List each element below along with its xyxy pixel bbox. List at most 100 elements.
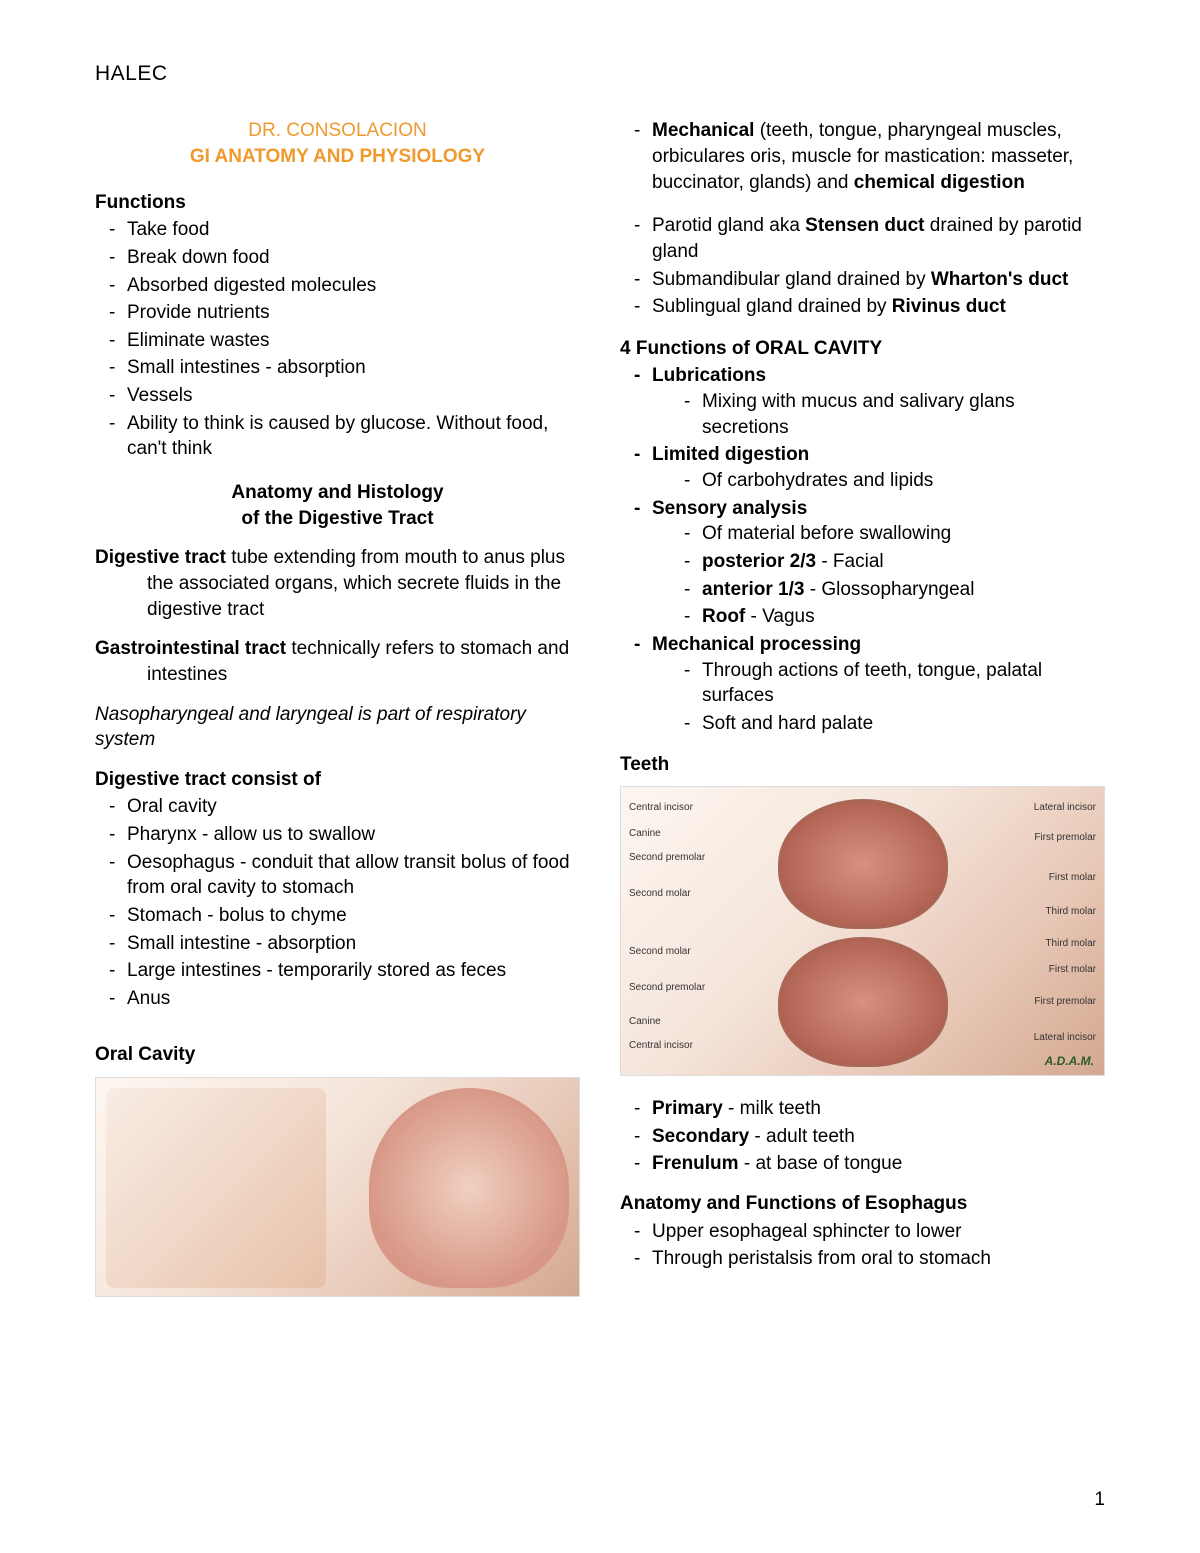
list-item: Oral cavity [113,794,580,820]
list-item: Oesophagus - conduit that allow transit … [113,850,580,901]
mechanical-list: Mechanical (teeth, tongue, pharyngeal mu… [620,118,1105,195]
list-item: Pharynx - allow us to swallow [113,822,580,848]
esophagus-heading: Anatomy and Functions of Esophagus [620,1191,1105,1217]
list-item: Provide nutrients [113,300,580,326]
oral-sagittal-shape [106,1088,326,1288]
page-header-name: HALEC [95,60,1105,88]
teeth-bold: Frenulum [652,1153,739,1174]
list-item: Anus [113,986,580,1012]
teeth-post: - at base of tongue [739,1153,903,1174]
tooth-label: Third molar [1045,905,1096,919]
tooth-label: Second premolar [629,851,705,865]
f3-b1: posterior 2/3 [702,551,816,572]
list-item: Soft and hard palate [688,711,1105,737]
list-item: posterior 2/3 - Facial [688,549,1105,575]
tooth-label: First premolar [1034,995,1096,1009]
teeth-bold: Secondary [652,1126,749,1147]
teeth-diagram: Central incisor Canine Second premolar S… [620,786,1105,1076]
list-item: Mixing with mucus and salivary glans sec… [688,389,1105,440]
list-item: Through actions of teeth, tongue, palata… [688,658,1105,709]
consist-heading: Digestive tract consist of [95,767,580,793]
f3-b1-post: - Facial [816,551,884,572]
f3-b2-post: - Glossopharyngeal [804,579,974,600]
tooth-label: Second molar [629,945,691,959]
list-item: Frenulum - at base of tongue [638,1151,1105,1177]
tooth-label: First premolar [1034,831,1096,845]
tooth-label: Canine [629,1015,661,1029]
gi-tract-def: Gastrointestinal tract technically refer… [95,636,580,687]
two-column-layout: DR. CONSOLACION GI ANATOMY AND PHYSIOLOG… [95,118,1105,1297]
list-item: Through peristalsis from oral to stomach [638,1246,1105,1272]
list-item: Stomach - bolus to chyme [113,903,580,929]
functions-heading: Functions [95,190,580,216]
tooth-label: Second molar [629,887,691,901]
f4-sub: Through actions of teeth, tongue, palata… [670,658,1105,737]
list-item: Mechanical (teeth, tongue, pharyngeal mu… [638,118,1105,195]
teeth-labels: Central incisor Canine Second premolar S… [621,787,1104,1075]
four-functions-heading: 4 Functions of ORAL CAVITY [620,336,1105,362]
f3-b3: Roof [702,606,745,627]
anatomy-heading: Anatomy and Histology of the Digestive T… [95,480,580,531]
consist-list: Oral cavity Pharynx - allow us to swallo… [95,794,580,1011]
gi-lead: Gastrointestinal tract [95,638,286,659]
title-block: DR. CONSOLACION GI ANATOMY AND PHYSIOLOG… [95,118,580,169]
list-item: Sublingual gland drained by Rivinus duct [638,294,1105,320]
tooth-label: First molar [1049,871,1096,885]
list-item: Secondary - adult teeth [638,1124,1105,1150]
teeth-bold: Primary [652,1098,723,1119]
list-item: Roof - Vagus [688,604,1105,630]
list-item: Absorbed digested molecules [113,273,580,299]
mech-post: chemical digestion [854,172,1025,193]
gland-pre: Parotid gland aka [652,215,805,236]
gland-pre: Sublingual gland drained by [652,296,892,317]
tooth-label: Central incisor [629,1039,693,1053]
adam-credit: A.D.A.M. [1045,1053,1094,1069]
list-item: Small intestines - absorption [113,355,580,381]
f1-sub: Mixing with mucus and salivary glans sec… [670,389,1105,440]
author-line: DR. CONSOLACION [95,118,580,144]
list-item: Of carbohydrates and lipids [688,468,1105,494]
title-line: GI ANATOMY AND PHYSIOLOGY [95,144,580,170]
teeth-post: - adult teeth [749,1126,855,1147]
list-item: Primary - milk teeth [638,1096,1105,1122]
mech-pre: Mechanical [652,120,754,141]
list-item: Mechanical processing Through actions of… [638,632,1105,737]
tooth-label: Lateral incisor [1034,801,1096,815]
glands-list: Parotid gland aka Stensen duct drained b… [620,213,1105,320]
four-functions-list: Lubrications Mixing with mucus and saliv… [620,363,1105,736]
f3-b3-post: - Vagus [745,606,814,627]
anatomy-h2: of the Digestive Tract [241,508,433,529]
gland-bold: Stensen duct [805,215,924,236]
right-column: Mechanical (teeth, tongue, pharyngeal mu… [620,118,1105,1297]
oral-cavity-diagram [95,1077,580,1297]
list-item: Eliminate wastes [113,328,580,354]
gland-pre: Submandibular gland drained by [652,269,931,290]
list-item: anterior 1/3 - Glossopharyngeal [688,577,1105,603]
f3-h: Sensory analysis [652,498,807,519]
list-item: Submandibular gland drained by Wharton's… [638,267,1105,293]
esophagus-list: Upper esophageal sphincter to lower Thro… [620,1219,1105,1272]
list-item: Ability to think is caused by glucose. W… [113,411,580,462]
dig-tract-lead: Digestive tract [95,547,226,568]
functions-list: Take food Break down food Absorbed diges… [95,217,580,462]
list-item: Sensory analysis Of material before swal… [638,496,1105,630]
list-item: Take food [113,217,580,243]
gland-bold: Rivinus duct [892,296,1006,317]
f1-h: Lubrications [652,365,766,386]
tooth-label: Lateral incisor [1034,1031,1096,1045]
f3-sub: Of material before swallowing posterior … [670,521,1105,630]
f4-h: Mechanical processing [652,634,861,655]
list-item: Vessels [113,383,580,409]
f2-sub: Of carbohydrates and lipids [670,468,1105,494]
tooth-label: Third molar [1045,937,1096,951]
gland-bold: Wharton's duct [931,269,1069,290]
anatomy-h1: Anatomy and Histology [231,482,443,503]
list-item: Break down food [113,245,580,271]
teeth-heading: Teeth [620,752,1105,778]
tooth-label: Canine [629,827,661,841]
page-number: 1 [1094,1487,1105,1513]
list-item: Limited digestion Of carbohydrates and l… [638,442,1105,493]
list-item: Lubrications Mixing with mucus and saliv… [638,363,1105,440]
tooth-label: Second premolar [629,981,705,995]
f3-b2: anterior 1/3 [702,579,804,600]
